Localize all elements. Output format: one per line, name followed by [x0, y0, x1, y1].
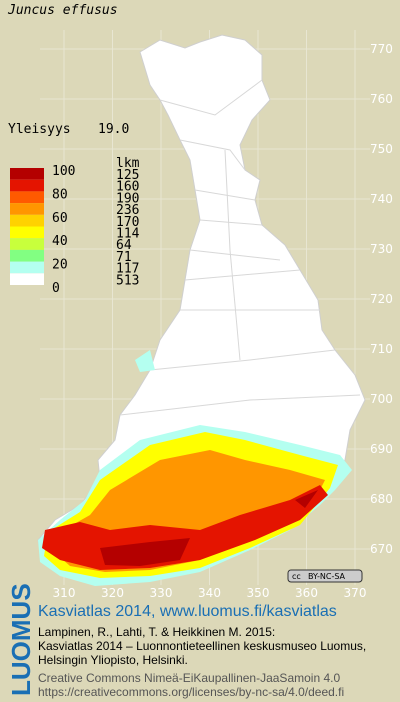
license-line: Creative Commons Nimeä-EiKaupallinen-Jaa…	[38, 671, 340, 685]
y-tick-label: 740	[370, 192, 393, 206]
legend-swatch	[10, 261, 44, 274]
legend-count: 64	[116, 238, 132, 253]
legend-swatch	[10, 179, 44, 192]
frequency-label: Yleisyys	[8, 122, 71, 137]
y-tick-label: 720	[370, 292, 393, 306]
x-tick-label: 340	[198, 586, 221, 600]
legend-swatch	[10, 214, 44, 227]
x-tick-label: 360	[295, 586, 318, 600]
occurrence-darkred	[100, 490, 318, 566]
legend-count: 114	[116, 227, 140, 242]
species-title: Juncus effusus	[7, 3, 118, 18]
y-tick-label: 670	[370, 542, 393, 556]
x-tick-label: 310	[53, 586, 76, 600]
legend-swatch	[10, 203, 44, 215]
legend-swatch	[10, 249, 44, 262]
y-tick-label: 750	[370, 142, 393, 156]
y-tick-label: 710	[370, 342, 393, 356]
y-tick-label: 700	[370, 392, 393, 406]
legend-count: 190	[116, 191, 139, 206]
legend-count: 71	[116, 250, 132, 265]
legend-count: 125	[116, 168, 139, 183]
frequency-value: 19.0	[98, 122, 129, 137]
legend-swatch	[10, 191, 44, 204]
y-tick-label: 770	[370, 42, 393, 56]
legend-count: 160	[116, 180, 139, 195]
legend-scale-label: 80	[52, 187, 68, 202]
legend-swatch	[10, 273, 44, 285]
license-badge-text: BY-NC-SA	[308, 572, 346, 581]
y-tick-label: 680	[370, 492, 393, 506]
region-borders	[119, 79, 361, 416]
x-tick-label: 330	[150, 586, 173, 600]
logo: LUOMUS	[6, 583, 36, 696]
y-tick-label: 690	[370, 442, 393, 456]
legend-swatch	[10, 238, 44, 250]
legend-scale-label: 100	[52, 164, 75, 179]
legend-scale-label: 60	[52, 211, 68, 226]
legend-count: 170	[116, 215, 139, 230]
y-tick-label: 730	[370, 242, 393, 256]
citation-line: Helsingin Yliopisto, Helsinki.	[38, 653, 188, 667]
license-line: https://creativecommons.org/licenses/by-…	[38, 685, 344, 699]
x-tick-label: 350	[247, 586, 270, 600]
legend-scale-label: 40	[52, 234, 68, 249]
x-tick-label: 370	[344, 586, 367, 600]
y-tick-label: 760	[370, 92, 393, 106]
legend-count: 513	[116, 273, 139, 288]
citation-line: Lampinen, R., Lahti, T. & Heikkinen M. 2…	[38, 625, 275, 639]
count-header: lkm	[116, 156, 140, 171]
legend-scale-label: 0	[52, 281, 60, 296]
legend-swatch	[10, 226, 44, 239]
citation-line: Kasviatlas 2014 – Luonnontieteellinen ke…	[38, 639, 366, 653]
legend-count: 117	[116, 262, 139, 277]
legend-count: 236	[116, 203, 139, 218]
license-badge-text: cc	[292, 572, 301, 581]
license-badge	[287, 569, 363, 583]
legend-scale-label: 20	[52, 258, 68, 273]
x-tick-label: 320	[101, 586, 124, 600]
legend-swatch	[10, 168, 44, 180]
footer-headline: Kasviatlas 2014, www.luomus.fi/kasviatla…	[38, 603, 337, 620]
